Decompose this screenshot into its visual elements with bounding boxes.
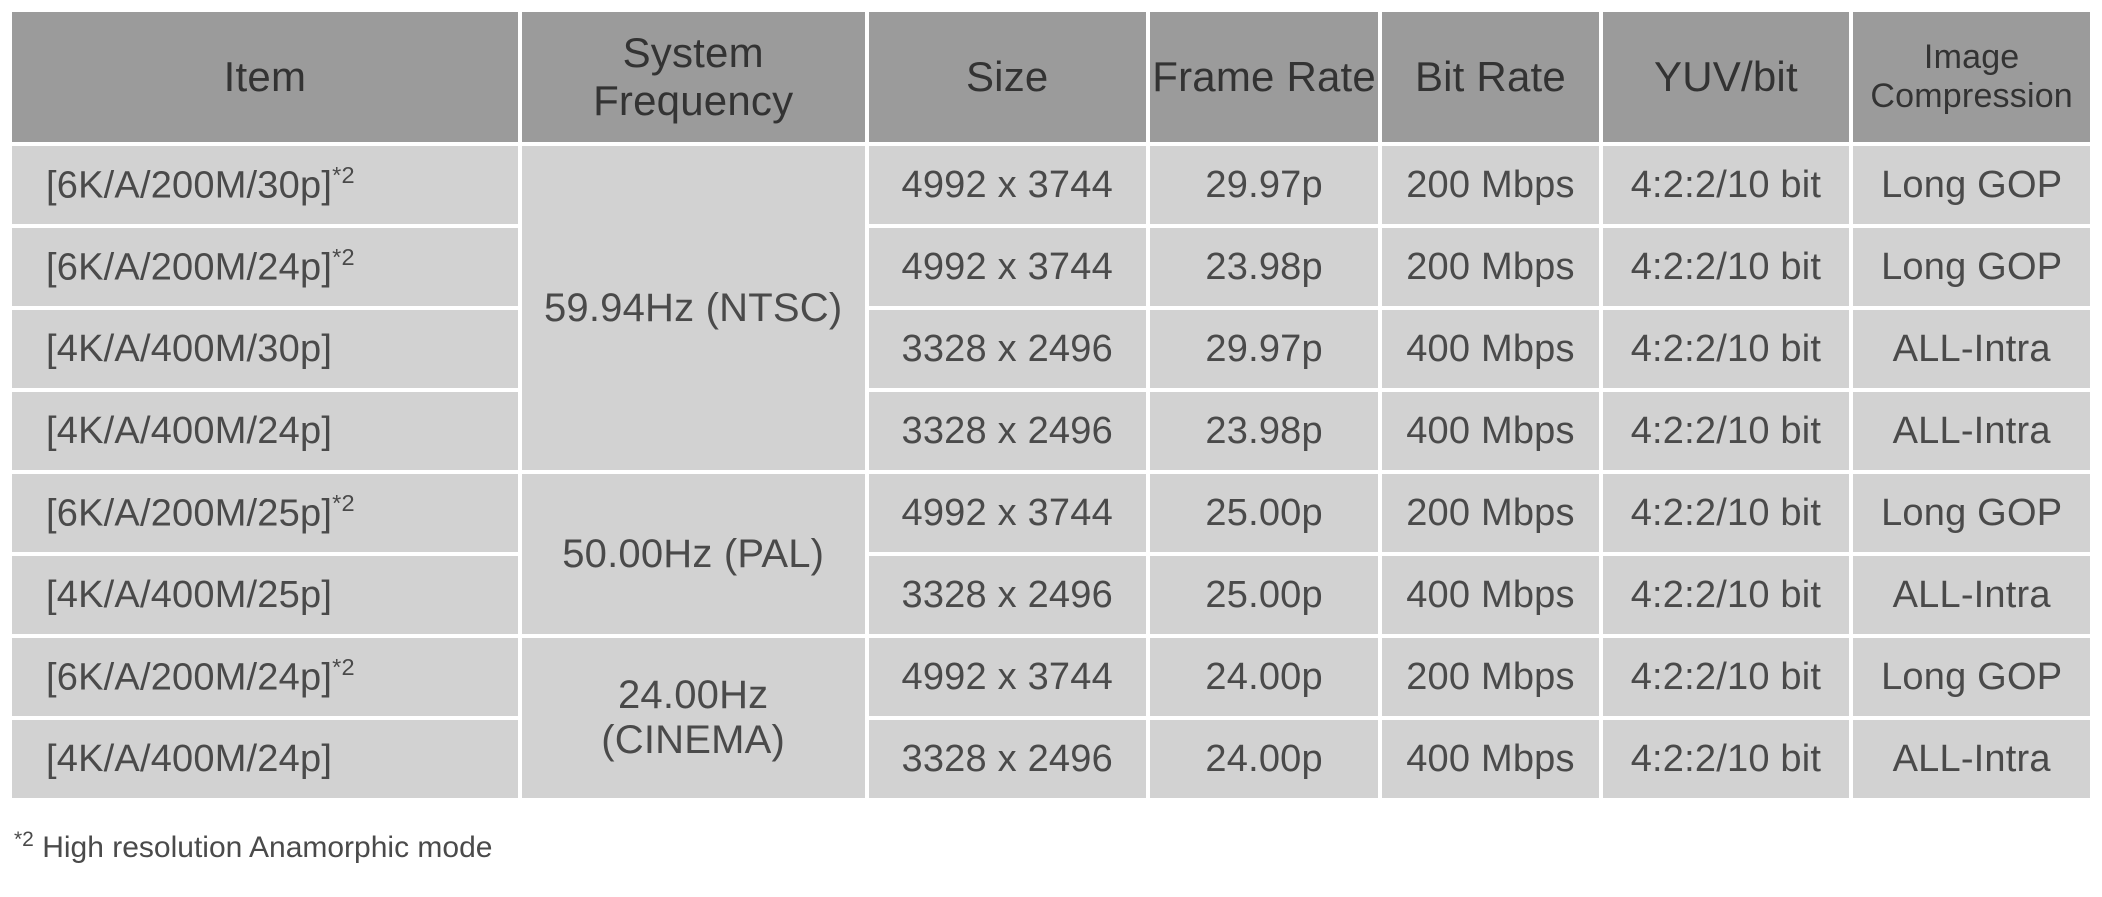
- col-header-6: Image Compression: [1853, 12, 2090, 142]
- cell-size: 4992 x 3744: [869, 474, 1146, 552]
- cell-bit-rate: 400 Mbps: [1382, 310, 1598, 388]
- col-header-2: Size: [869, 12, 1146, 142]
- col-header-5: YUV/bit: [1603, 12, 1850, 142]
- cell-frame-rate: 25.00p: [1150, 474, 1378, 552]
- cell-yuv-bit: 4:2:2/10 bit: [1603, 556, 1850, 634]
- item-label: [4K/A/400M/30p]: [46, 328, 332, 370]
- cell-size: 3328 x 2496: [869, 720, 1146, 798]
- cell-yuv-bit: 4:2:2/10 bit: [1603, 146, 1850, 224]
- cell-bit-rate: 400 Mbps: [1382, 556, 1598, 634]
- cell-compression: Long GOP: [1853, 638, 2090, 716]
- col-header-4: Bit Rate: [1382, 12, 1598, 142]
- cell-yuv-bit: 4:2:2/10 bit: [1603, 392, 1850, 470]
- cell-item: [6K/A/200M/25p]*2: [12, 474, 518, 552]
- item-sup: *2: [332, 654, 355, 680]
- cell-item: [4K/A/400M/24p]: [12, 720, 518, 798]
- item-sup: *2: [332, 244, 355, 270]
- cell-yuv-bit: 4:2:2/10 bit: [1603, 720, 1850, 798]
- item-label: [6K/A/200M/24p]: [46, 246, 332, 288]
- col-header-0: Item: [12, 12, 518, 142]
- table-row: [6K/A/200M/30p]*259.94Hz (NTSC)4992 x 37…: [12, 146, 2090, 224]
- item-label: [4K/A/400M/24p]: [46, 410, 332, 452]
- cell-frame-rate: 25.00p: [1150, 556, 1378, 634]
- cell-bit-rate: 200 Mbps: [1382, 474, 1598, 552]
- cell-system-frequency: 24.00Hz (CINEMA): [522, 638, 865, 798]
- cell-size: 3328 x 2496: [869, 556, 1146, 634]
- cell-yuv-bit: 4:2:2/10 bit: [1603, 310, 1850, 388]
- cell-bit-rate: 200 Mbps: [1382, 228, 1598, 306]
- cell-item: [4K/A/400M/25p]: [12, 556, 518, 634]
- cell-compression: ALL-Intra: [1853, 556, 2090, 634]
- cell-item: [6K/A/200M/24p]*2: [12, 228, 518, 306]
- cell-compression: ALL-Intra: [1853, 310, 2090, 388]
- footnote-text: High resolution Anamorphic mode: [42, 831, 492, 864]
- cell-size: 4992 x 3744: [869, 638, 1146, 716]
- table-row: [4K/A/400M/24p] 3328 x 249624.00p400 Mbps…: [12, 720, 2090, 798]
- cell-yuv-bit: 4:2:2/10 bit: [1603, 474, 1850, 552]
- cell-item: [4K/A/400M/30p]: [12, 310, 518, 388]
- cell-yuv-bit: 4:2:2/10 bit: [1603, 638, 1850, 716]
- cell-frame-rate: 29.97p: [1150, 310, 1378, 388]
- cell-item: [6K/A/200M/30p]*2: [12, 146, 518, 224]
- cell-size: 3328 x 2496: [869, 310, 1146, 388]
- cell-item: [6K/A/200M/24p]*2: [12, 638, 518, 716]
- cell-compression: Long GOP: [1853, 146, 2090, 224]
- col-header-3: Frame Rate: [1150, 12, 1378, 142]
- cell-size: 4992 x 3744: [869, 228, 1146, 306]
- item-label: [4K/A/400M/25p]: [46, 574, 332, 616]
- cell-bit-rate: 400 Mbps: [1382, 392, 1598, 470]
- cell-item: [4K/A/400M/24p]: [12, 392, 518, 470]
- cell-compression: Long GOP: [1853, 474, 2090, 552]
- table-row: [4K/A/400M/25p] 3328 x 249625.00p400 Mbps…: [12, 556, 2090, 634]
- item-label: [6K/A/200M/24p]: [46, 656, 332, 698]
- cell-frame-rate: 24.00p: [1150, 638, 1378, 716]
- cell-system-frequency: 59.94Hz (NTSC): [522, 146, 865, 470]
- item-sup: *2: [332, 490, 355, 516]
- cell-system-frequency: 50.00Hz (PAL): [522, 474, 865, 634]
- cell-bit-rate: 200 Mbps: [1382, 146, 1598, 224]
- item-sup: *2: [332, 162, 355, 188]
- footnote: *2 High resolution Anamorphic mode: [8, 828, 2094, 865]
- table-header-row: ItemSystem FrequencySizeFrame RateBit Ra…: [12, 12, 2090, 142]
- cell-compression: Long GOP: [1853, 228, 2090, 306]
- table-row: [6K/A/200M/24p]*224.00Hz (CINEMA)4992 x …: [12, 638, 2090, 716]
- cell-frame-rate: 24.00p: [1150, 720, 1378, 798]
- table-row: [6K/A/200M/25p]*250.00Hz (PAL)4992 x 374…: [12, 474, 2090, 552]
- cell-compression: ALL-Intra: [1853, 392, 2090, 470]
- table-row: [6K/A/200M/24p]*2 4992 x 374423.98p200 Mb…: [12, 228, 2090, 306]
- col-header-1: System Frequency: [522, 12, 865, 142]
- cell-size: 4992 x 3744: [869, 146, 1146, 224]
- cell-frame-rate: 23.98p: [1150, 392, 1378, 470]
- cell-frame-rate: 23.98p: [1150, 228, 1378, 306]
- cell-frame-rate: 29.97p: [1150, 146, 1378, 224]
- table-row: [4K/A/400M/30p] 3328 x 249629.97p400 Mbps…: [12, 310, 2090, 388]
- cell-size: 3328 x 2496: [869, 392, 1146, 470]
- item-label: [6K/A/200M/25p]: [46, 492, 332, 534]
- cell-bit-rate: 200 Mbps: [1382, 638, 1598, 716]
- spec-table: ItemSystem FrequencySizeFrame RateBit Ra…: [8, 8, 2094, 802]
- cell-yuv-bit: 4:2:2/10 bit: [1603, 228, 1850, 306]
- table-row: [4K/A/400M/24p] 3328 x 249623.98p400 Mbps…: [12, 392, 2090, 470]
- table-container: ItemSystem FrequencySizeFrame RateBit Ra…: [8, 8, 2094, 865]
- item-label: [6K/A/200M/30p]: [46, 164, 332, 206]
- item-label: [4K/A/400M/24p]: [46, 738, 332, 780]
- cell-bit-rate: 400 Mbps: [1382, 720, 1598, 798]
- cell-compression: ALL-Intra: [1853, 720, 2090, 798]
- footnote-marker: *2: [14, 828, 34, 851]
